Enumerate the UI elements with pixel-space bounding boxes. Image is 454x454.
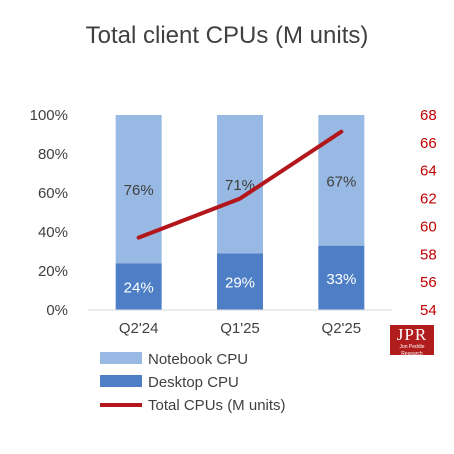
legend-label: Total CPUs (M units) (148, 397, 286, 414)
x-tick-label: Q2'24 (119, 320, 159, 337)
y-right-tick-label: 64 (420, 163, 437, 180)
bar-desktop (115, 263, 162, 310)
y-left-tick-label: 40% (38, 224, 68, 241)
legend-label: Notebook CPU (148, 351, 248, 368)
legend-label: Desktop CPU (148, 374, 239, 391)
data-label-notebook: 67% (326, 173, 356, 190)
bar-notebook (217, 115, 263, 254)
y-left-tick-label: 100% (30, 107, 68, 124)
jpr-logo-text: JPR (396, 325, 428, 344)
y-right-tick-label: 58 (420, 246, 437, 263)
x-tick-label: Q1'25 (220, 320, 260, 337)
jpr-logo-subtext: Jon Peddie Research (399, 344, 425, 357)
data-label-notebook: 71% (225, 177, 255, 194)
y-right-tick-label: 68 (420, 107, 437, 124)
data-label-desktop: 33% (326, 271, 356, 288)
y-right-tick-label: 62 (420, 191, 437, 208)
legend-swatch (100, 375, 142, 387)
data-label-desktop: 24% (124, 280, 154, 297)
y-right-tick-label: 60 (420, 218, 437, 235)
y-left-tick-label: 80% (38, 146, 68, 163)
jpr-logo: JPR Jon Peddie Research (390, 325, 434, 357)
legend-swatch (100, 352, 142, 364)
bar-notebook (318, 115, 365, 246)
data-label-desktop: 29% (225, 275, 255, 292)
y-left-tick-label: 0% (46, 302, 68, 319)
y-left-tick-label: 20% (38, 263, 68, 280)
y-right-tick-label: 66 (420, 135, 437, 152)
bar-desktop (217, 253, 263, 310)
x-tick-label: Q2'25 (322, 320, 362, 337)
y-right-tick-label: 54 (420, 302, 437, 319)
bar-desktop (318, 245, 365, 310)
y-right-tick-label: 56 (420, 274, 437, 291)
chart-title: Total client CPUs (M units) (85, 22, 369, 49)
data-label-notebook: 76% (124, 182, 154, 199)
y-left-tick-label: 60% (38, 185, 68, 202)
